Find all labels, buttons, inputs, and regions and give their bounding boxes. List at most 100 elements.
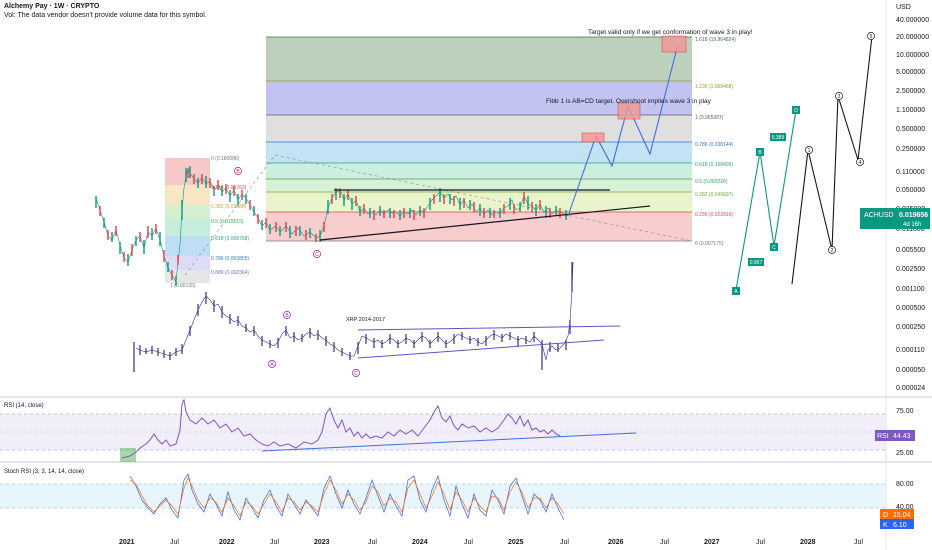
axis-currency: USD xyxy=(896,4,911,11)
price-tick: 5.000000 xyxy=(896,69,925,76)
time-tick: 2021 xyxy=(119,539,135,546)
black-wave-label-text: 1 xyxy=(808,148,811,154)
stoch-title: Stoch RSI (3, 3, 14, 14, close) xyxy=(4,469,84,475)
time-tick: Jul xyxy=(854,539,863,546)
stoch-d-label: D xyxy=(883,512,888,519)
fib-zones-right xyxy=(266,36,692,242)
black-wave-label-text: 4 xyxy=(859,160,862,166)
xrp-note: XRP 2014-2017 xyxy=(346,317,385,323)
black-wave-label-text: 5 xyxy=(870,34,873,40)
price-tick: 0.000024 xyxy=(896,385,925,392)
time-tick: Jul xyxy=(270,539,279,546)
fib-level-label: 1 (0.00135) xyxy=(170,283,196,289)
projection-green xyxy=(735,109,797,291)
black-wave-label xyxy=(856,158,864,166)
time-tick: 2028 xyxy=(800,539,816,546)
time-tick: 2026 xyxy=(608,539,624,546)
fib-level-label: 1.236 (1.069468) xyxy=(695,84,733,90)
fib-level-label: 0 (0.180086) xyxy=(211,156,240,162)
price-axis: USD 40.000000 20.000000 10.000000 5.000000 2… xyxy=(896,4,929,392)
stoch-tick-80: 80.00 xyxy=(896,481,914,488)
fibb-note: Fibb 1 is AB=CD target. Overshoot implie… xyxy=(546,98,712,105)
xrp-wave-label-text: A xyxy=(270,362,274,368)
green-wave-label-text: 0.967 xyxy=(750,260,763,266)
fib-level-label: 0.236 (0.022816) xyxy=(695,212,733,218)
fib-level-label: 0.886 (0.002364) xyxy=(211,270,249,276)
time-tick: 2027 xyxy=(704,539,720,546)
fib-level-label: 0.618 (0.008768) xyxy=(211,236,249,242)
target-note: Target valid only if we get conformation… xyxy=(588,29,753,36)
rsi-badge: RSI xyxy=(877,433,889,440)
time-tick: Jul xyxy=(464,539,473,546)
price-tick: 0.000050 xyxy=(896,367,925,374)
black-wave-label xyxy=(805,146,813,154)
ach-price xyxy=(95,166,569,286)
fib-level-label: 0.5 (0.083226) xyxy=(695,179,728,185)
fib-level-label: 0.236 (0.06762) xyxy=(211,185,247,191)
ach-wave-label xyxy=(234,167,242,175)
time-tick: Jul xyxy=(756,539,765,546)
time-tick: Jul xyxy=(660,539,669,546)
price-tick: 0.001100 xyxy=(896,286,925,293)
time-tick: 2025 xyxy=(508,539,524,546)
xrp-wave-label xyxy=(283,311,291,319)
price-tick: 40.000000 xyxy=(896,17,929,24)
xrp-wave-label-text: B xyxy=(285,313,289,319)
last-price-badge: ACHUSD 0.019656 4d 16h xyxy=(860,208,930,229)
black-wave-label-text: 2 xyxy=(831,248,834,254)
price-tick: 0.000500 xyxy=(896,305,925,312)
black-wave-label-text: 3 xyxy=(838,94,841,100)
last-symbol: ACHUSD xyxy=(864,212,894,219)
last-price: 0.019656 xyxy=(899,212,928,219)
black-wave-label xyxy=(828,246,836,254)
rsi-tick-75: 75.00 xyxy=(896,408,914,415)
stoch-panel xyxy=(0,473,886,521)
time-tick: 2024 xyxy=(412,539,428,546)
price-tick: 2.500000 xyxy=(896,88,925,95)
time-tick: 2023 xyxy=(314,539,330,546)
price-tick: 0.000250 xyxy=(896,324,925,331)
fib-right-labels: 1.618 (19.964824) 1.236 (1.069468) 1 (0.96… xyxy=(695,37,736,247)
green-wave-label xyxy=(792,106,800,114)
rsi-value: 44.43 xyxy=(893,433,911,440)
ach-wave-label-text: C xyxy=(315,252,319,258)
ach-wave-label xyxy=(313,250,321,258)
rsi-panel xyxy=(0,398,886,462)
price-tick: 20.000000 xyxy=(896,34,929,41)
green-wave-label xyxy=(732,287,740,295)
time-tick: Jul xyxy=(170,539,179,546)
triangle-lines xyxy=(319,189,651,241)
green-wave-label xyxy=(770,243,778,251)
green-wave-label-text: D xyxy=(794,108,798,114)
fib-zones-left xyxy=(165,158,210,283)
fib-level-label: 0.618 (0.168409) xyxy=(695,162,733,168)
price-tick: 10.000000 xyxy=(896,52,929,59)
black-wave-label xyxy=(835,92,843,100)
fib-level-label: 0 (0.007175) xyxy=(695,241,724,247)
fib-level-label: 0.382 (0.02380) xyxy=(211,204,247,210)
xrp-wave-label xyxy=(352,369,360,377)
chart-header: Alchemy Pay · 1W · CRYPTO Vol: The data … xyxy=(4,2,207,20)
projection-blue xyxy=(567,43,679,217)
stoch-k-label: K xyxy=(883,522,888,529)
time-axis: 2021 Jul 2022 Jul 2023 Jul 2024 Jul 2025 Jul 2026 J… xyxy=(119,539,863,546)
time-tick: Jul xyxy=(560,539,569,546)
xrp-wave-label-text: C xyxy=(354,371,358,377)
xrp-wave-label xyxy=(268,360,276,368)
fib-level-label: 0.382 (0.049697) xyxy=(695,192,733,198)
chart-title[interactable]: Alchemy Pay · 1W · CRYPTO xyxy=(4,3,100,10)
fib-level-label: 1 (0.965307) xyxy=(695,115,724,121)
countdown: 4d 16h xyxy=(903,222,921,228)
time-tick: 2022 xyxy=(219,539,235,546)
projection-black xyxy=(791,35,873,285)
volume-note: Vol: The data vendor doesn't provide vol… xyxy=(4,12,207,19)
rsi-title: RSI (14, close) xyxy=(4,403,44,409)
stoch-tick-40: 40.00 xyxy=(896,504,914,511)
ach-wave-label-text: B xyxy=(236,169,240,175)
fib-level-label: 0.786 (0.338144) xyxy=(695,142,733,148)
green-wave-label xyxy=(756,148,764,156)
fib-level-label: 0.5 (0.015615) xyxy=(211,219,244,225)
xrp-overlay xyxy=(133,261,621,372)
price-tick: 1.100000 xyxy=(896,107,925,114)
green-wave-label-text: B xyxy=(758,150,762,156)
